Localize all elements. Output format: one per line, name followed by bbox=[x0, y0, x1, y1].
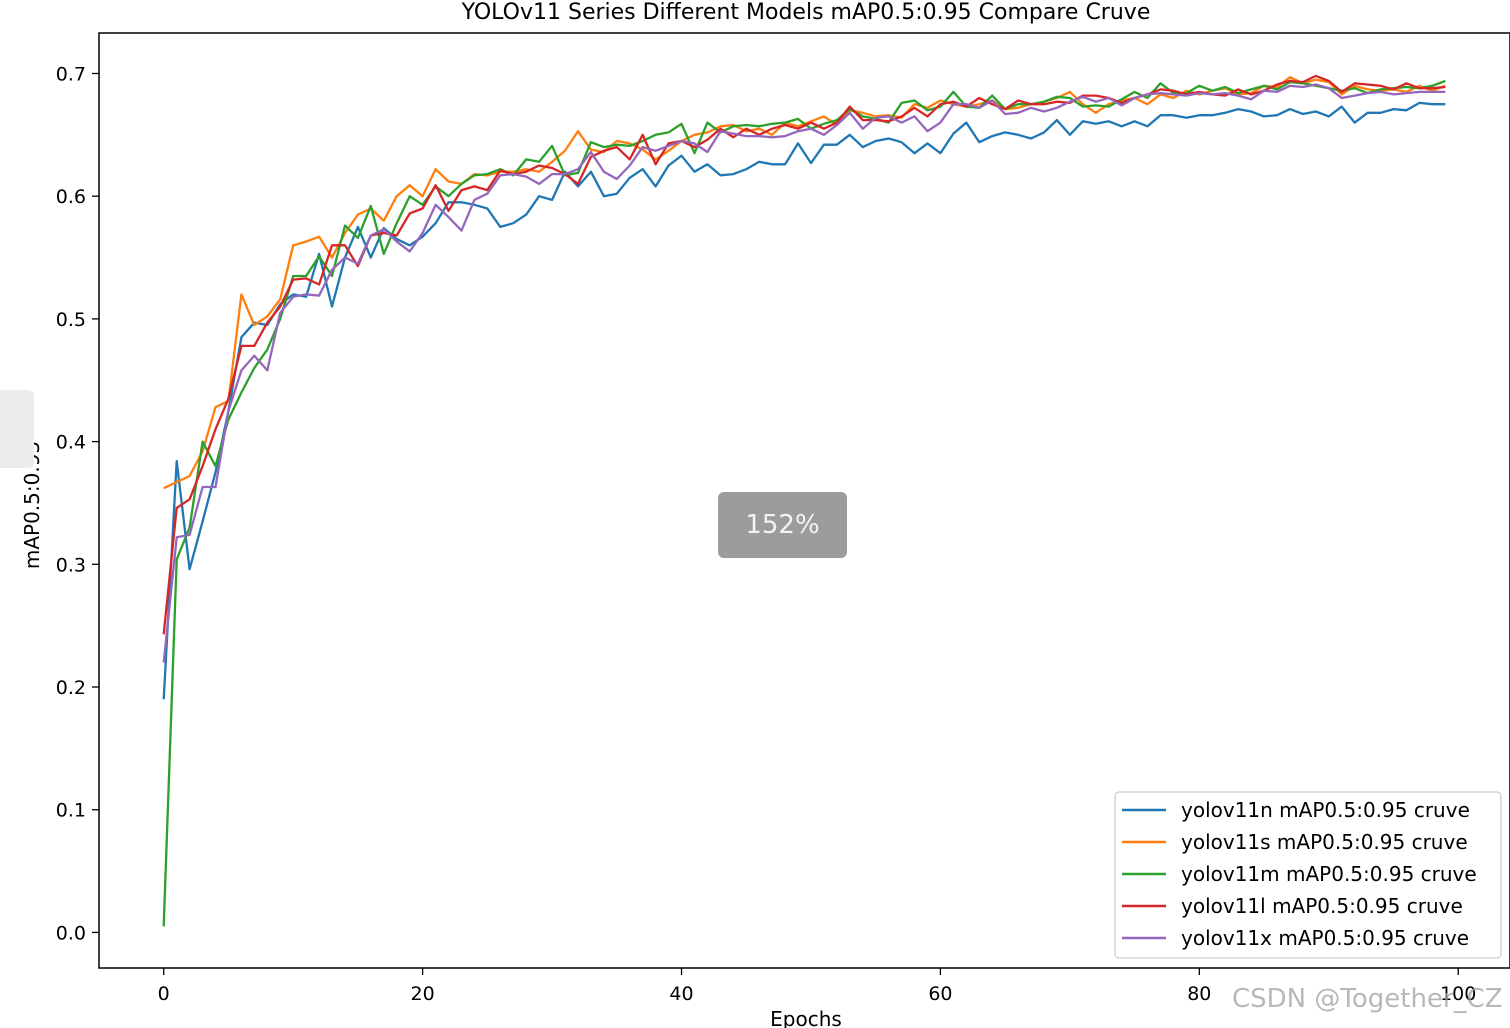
series-line-0 bbox=[162, 101, 1446, 700]
y-tick-label: 0.7 bbox=[56, 63, 86, 85]
legend: yolov11n mAP0.5:0.95 cruve yolov11s mAP0.… bbox=[1114, 791, 1502, 959]
y-tick-label: 0.0 bbox=[56, 922, 86, 944]
y-tick-label: 0.3 bbox=[56, 554, 86, 576]
series-line-4 bbox=[162, 83, 1446, 663]
y-tick-label: 0.5 bbox=[56, 309, 86, 331]
x-tick-label: 20 bbox=[411, 983, 435, 1005]
plot-lines bbox=[162, 74, 1446, 927]
x-tick-label: 60 bbox=[928, 983, 952, 1005]
legend-frame bbox=[1114, 791, 1502, 959]
x-tick-label: 100 bbox=[1440, 983, 1476, 1005]
plot-frame bbox=[98, 32, 1510, 969]
legend-label: yolov11s mAP0.5:0.95 cruve bbox=[1181, 830, 1468, 854]
y-tick-label: 0.4 bbox=[56, 432, 86, 454]
y-tick-label: 0.6 bbox=[56, 186, 86, 208]
zoom-level-badge: 152% bbox=[718, 492, 847, 558]
legend-label: yolov11l mAP0.5:0.95 cruve bbox=[1181, 894, 1463, 918]
y-tick-label: 0.2 bbox=[56, 677, 86, 699]
legend-label: yolov11x mAP0.5:0.95 cruve bbox=[1181, 926, 1469, 950]
x-tick-label: 0 bbox=[158, 983, 170, 1005]
legend-label: yolov11n mAP0.5:0.95 cruve bbox=[1181, 798, 1470, 822]
x-axis-label: Epochs bbox=[770, 1007, 842, 1028]
y-axis: 0.0 0.1 0.2 0.3 0.4 0.5 0.6 0.7 bbox=[56, 63, 99, 944]
series-line-1 bbox=[163, 76, 1446, 490]
x-tick-label: 40 bbox=[669, 983, 693, 1005]
chart-title: YOLOv11 Series Different Models mAP0.5:0… bbox=[461, 0, 1151, 25]
y-tick-label: 0.1 bbox=[56, 800, 86, 822]
side-panel-tab[interactable] bbox=[0, 390, 34, 468]
watermark: CSDN @Together_CZ bbox=[1232, 984, 1503, 1014]
series-line-2 bbox=[162, 79, 1446, 927]
x-axis: 0 20 40 60 80 100 bbox=[158, 968, 1476, 1005]
series-line-3 bbox=[162, 74, 1446, 635]
x-tick-label: 80 bbox=[1187, 983, 1211, 1005]
legend-label: yolov11m mAP0.5:0.95 cruve bbox=[1181, 862, 1477, 886]
